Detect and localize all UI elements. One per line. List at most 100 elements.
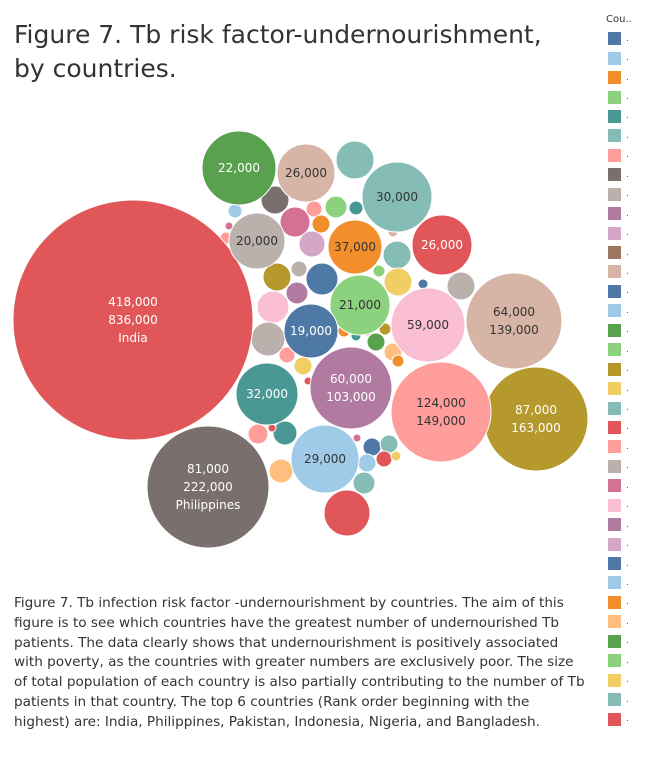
legend-item[interactable]: . <box>608 476 649 495</box>
bubble-circle[interactable] <box>276 143 336 203</box>
legend-item[interactable]: . <box>608 418 649 437</box>
legend-item[interactable]: . <box>608 321 649 340</box>
legend-item[interactable]: . <box>608 262 649 281</box>
bubble[interactable]: 418,000 836,000 India <box>12 199 254 441</box>
bubble-circle[interactable] <box>290 424 360 494</box>
bubble[interactable]: 26,000 <box>411 214 473 276</box>
legend-item[interactable]: . <box>608 223 649 242</box>
bubble-small[interactable] <box>298 230 326 258</box>
bubble-small[interactable] <box>417 278 429 290</box>
legend-item[interactable]: . <box>608 690 649 709</box>
bubble[interactable]: 124,000 149,000 <box>390 361 492 463</box>
bubble-circle[interactable] <box>465 272 563 370</box>
bubble-circle[interactable] <box>411 214 473 276</box>
bubble-small[interactable] <box>357 453 377 473</box>
legend-item[interactable]: . <box>608 670 649 689</box>
legend-item[interactable]: . <box>608 632 649 651</box>
bubble-small[interactable] <box>446 271 476 301</box>
bubble-circle[interactable] <box>390 287 466 363</box>
legend-item[interactable]: . <box>608 496 649 515</box>
bubble-small[interactable] <box>323 489 371 537</box>
legend-item[interactable]: . <box>608 185 649 204</box>
legend-item[interactable]: . <box>608 554 649 573</box>
bubble-circle[interactable] <box>201 130 277 206</box>
legend-item[interactable]: . <box>608 87 649 106</box>
bubble-small[interactable] <box>272 420 298 446</box>
bubble-small[interactable] <box>383 267 413 297</box>
bubble[interactable]: 32,000 <box>235 362 299 426</box>
legend-item[interactable]: . <box>608 437 649 456</box>
legend-item[interactable]: . <box>608 204 649 223</box>
legend-item[interactable]: . <box>608 515 649 534</box>
legend-item[interactable]: . <box>608 126 649 145</box>
bubble-small[interactable] <box>352 433 362 443</box>
bubble-circle[interactable] <box>483 366 589 472</box>
bubble-small[interactable] <box>293 356 313 376</box>
bubble-circle[interactable] <box>235 362 299 426</box>
legend-item[interactable]: . <box>608 398 649 417</box>
bubble-small[interactable] <box>390 450 402 462</box>
legend-item[interactable]: . <box>608 29 649 48</box>
bubble-small[interactable] <box>278 346 296 364</box>
bubble-circle[interactable] <box>327 219 383 275</box>
bubble-small[interactable] <box>375 450 393 468</box>
bubble-circle[interactable] <box>390 361 492 463</box>
bubble-small[interactable] <box>256 290 290 324</box>
bubble-small[interactable] <box>335 140 375 180</box>
legend-item[interactable]: . <box>608 612 649 631</box>
bubble-circle[interactable] <box>12 199 254 441</box>
bubble[interactable]: 29,000 <box>290 424 360 494</box>
bubble-small[interactable] <box>348 200 364 216</box>
bubble[interactable]: 87,000 163,000 <box>483 366 589 472</box>
legend-item[interactable]: . <box>608 573 649 592</box>
legend-item[interactable]: . <box>608 48 649 67</box>
bubble[interactable]: 19,000 <box>283 303 339 359</box>
bubble-small[interactable] <box>260 185 290 215</box>
bubble[interactable]: 26,000 <box>276 143 336 203</box>
bubble-small[interactable] <box>366 332 386 352</box>
bubble-circle[interactable] <box>361 161 433 233</box>
bubble[interactable]: 37,000 <box>327 219 383 275</box>
bubble-small[interactable] <box>324 195 348 219</box>
bubble-circle[interactable] <box>309 346 393 430</box>
legend-item[interactable]: . <box>608 340 649 359</box>
legend-item[interactable]: . <box>608 593 649 612</box>
bubble[interactable]: 64,000 139,000 <box>465 272 563 370</box>
legend-item[interactable]: . <box>608 68 649 87</box>
legend-item[interactable]: . <box>608 146 649 165</box>
legend-item[interactable]: . <box>608 457 649 476</box>
bubble-small[interactable] <box>227 203 243 219</box>
bubble-small[interactable] <box>285 281 309 305</box>
legend-item[interactable]: . <box>608 651 649 670</box>
legend-item[interactable]: . <box>608 282 649 301</box>
bubble-small[interactable] <box>352 471 376 495</box>
bubble-small[interactable] <box>379 434 399 454</box>
bubble-small[interactable] <box>372 264 386 278</box>
bubble[interactable]: 30,000 <box>361 161 433 233</box>
bubble-circle[interactable] <box>228 212 286 270</box>
bubble-small[interactable] <box>305 262 339 296</box>
bubble-small[interactable] <box>290 260 308 278</box>
bubble-circle[interactable] <box>329 274 391 336</box>
bubble-small[interactable] <box>247 423 269 445</box>
legend-item[interactable]: . <box>608 165 649 184</box>
legend-item[interactable]: . <box>608 379 649 398</box>
legend-item[interactable]: . <box>608 359 649 378</box>
legend-item[interactable]: . <box>608 534 649 553</box>
bubble[interactable]: 81,000 222,000 Philippines <box>146 425 270 549</box>
legend-item[interactable]: . <box>608 301 649 320</box>
bubble-small[interactable] <box>279 206 311 238</box>
bubble-small[interactable] <box>311 214 331 234</box>
bubble[interactable]: 20,000 <box>228 212 286 270</box>
bubble-circle[interactable] <box>146 425 270 549</box>
bubble-small[interactable] <box>305 200 323 218</box>
bubble[interactable]: 59,000 <box>390 287 466 363</box>
bubble-small[interactable] <box>391 354 405 368</box>
bubble-small[interactable] <box>382 240 412 270</box>
legend-item[interactable]: . <box>608 709 649 728</box>
bubble-circle[interactable] <box>283 303 339 359</box>
bubble[interactable]: 22,000 <box>201 130 277 206</box>
bubble[interactable]: 60,000 103,000 <box>309 346 393 430</box>
legend-item[interactable]: . <box>608 107 649 126</box>
bubble-small[interactable] <box>268 458 294 484</box>
